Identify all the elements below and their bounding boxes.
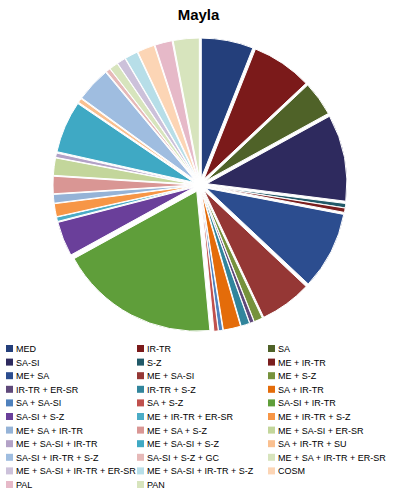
title: Mayla bbox=[178, 6, 220, 23]
legend-label: S-Z bbox=[147, 358, 162, 368]
legend-label: ME + IR-TR bbox=[278, 358, 326, 368]
legend-swatch bbox=[137, 454, 144, 461]
legend-swatch bbox=[6, 413, 13, 420]
legend-swatch bbox=[268, 454, 275, 461]
legend: MED IR-TR SA SA-SI S-Z ME + IR-TR ME+ SA ME + S… bbox=[6, 344, 386, 490]
legend-swatch bbox=[137, 359, 144, 366]
legend-label: MED bbox=[16, 344, 37, 354]
legend-swatch bbox=[6, 440, 13, 447]
legend-swatch bbox=[268, 359, 275, 366]
legend-label: ME + SA-SI + S-Z bbox=[147, 439, 220, 449]
legend-swatch bbox=[268, 386, 275, 393]
legend-swatch bbox=[137, 481, 144, 488]
legend-swatch bbox=[137, 372, 144, 379]
legend-swatch bbox=[137, 386, 144, 393]
legend-label: ME + S-Z bbox=[278, 371, 317, 381]
legend-swatch bbox=[6, 427, 13, 434]
legend-swatch bbox=[6, 372, 13, 379]
legend-label: IR-TR bbox=[147, 344, 171, 354]
legend-label: ME + IR-TR + S-Z bbox=[278, 412, 351, 422]
legend-label: IR-TR + ER-SR bbox=[16, 385, 79, 395]
legend-swatch bbox=[137, 427, 144, 434]
legend-label: ME+ SA + IR-TR bbox=[16, 426, 84, 436]
legend-label: SA-SI + IR-TR bbox=[278, 398, 336, 408]
legend-swatch bbox=[268, 399, 275, 406]
legend-label: ME + SA-SI + IR-TR + ER-SR bbox=[16, 466, 136, 476]
legend-swatch bbox=[6, 399, 13, 406]
legend-swatch bbox=[137, 399, 144, 406]
legend-swatch bbox=[6, 345, 13, 352]
legend-swatch bbox=[6, 467, 13, 474]
legend-swatch bbox=[137, 345, 144, 352]
legend-label: SA-SI + IR-TR + S-Z bbox=[16, 453, 99, 463]
legend-label: ME+ SA bbox=[16, 371, 49, 381]
legend-swatch bbox=[268, 440, 275, 447]
chart: MaylaMEDIR-TRSASA-SIS-ZME + IR-TRME+ SAM… bbox=[0, 0, 397, 500]
legend-label: ME + SA-SI bbox=[147, 371, 194, 381]
legend-swatch bbox=[6, 359, 13, 366]
legend-swatch bbox=[137, 413, 144, 420]
pie bbox=[53, 38, 347, 331]
legend-label: ME + SA-SI + IR-TR + S-Z bbox=[147, 466, 254, 476]
legend-swatch bbox=[6, 481, 13, 488]
legend-swatch bbox=[268, 372, 275, 379]
legend-label: SA bbox=[278, 344, 290, 354]
legend-label: SA + SA-SI bbox=[16, 398, 61, 408]
legend-label: ME + SA-SI + ER-SR bbox=[278, 426, 364, 436]
legend-label: PAL bbox=[16, 480, 32, 490]
legend-label: SA + IR-TR + SU bbox=[278, 439, 347, 449]
legend-swatch bbox=[6, 454, 13, 461]
legend-label: SA + IR-TR bbox=[278, 385, 324, 395]
legend-swatch bbox=[137, 440, 144, 447]
legend-swatch bbox=[268, 345, 275, 352]
legend-swatch bbox=[268, 467, 275, 474]
legend-label: SA-SI + S-Z + GC bbox=[147, 453, 220, 463]
legend-swatch bbox=[268, 413, 275, 420]
legend-label: COSM bbox=[278, 466, 305, 476]
legend-swatch bbox=[268, 427, 275, 434]
legend-label: ME + SA + S-Z bbox=[147, 426, 208, 436]
legend-label: ME + SA-SI + IR-TR bbox=[16, 439, 98, 449]
legend-label: SA-SI + S-Z bbox=[16, 412, 65, 422]
legend-label: SA-SI bbox=[16, 358, 40, 368]
legend-label: IR-TR + S-Z bbox=[147, 385, 196, 395]
slice bbox=[173, 38, 199, 178]
legend-label: PAN bbox=[147, 480, 165, 490]
legend-label: SA + S-Z bbox=[147, 398, 184, 408]
legend-swatch bbox=[137, 467, 144, 474]
legend-label: ME + IR-TR + ER-SR bbox=[147, 412, 234, 422]
legend-swatch bbox=[6, 386, 13, 393]
legend-label: ME + SA + IR-TR + ER-SR bbox=[278, 453, 386, 463]
